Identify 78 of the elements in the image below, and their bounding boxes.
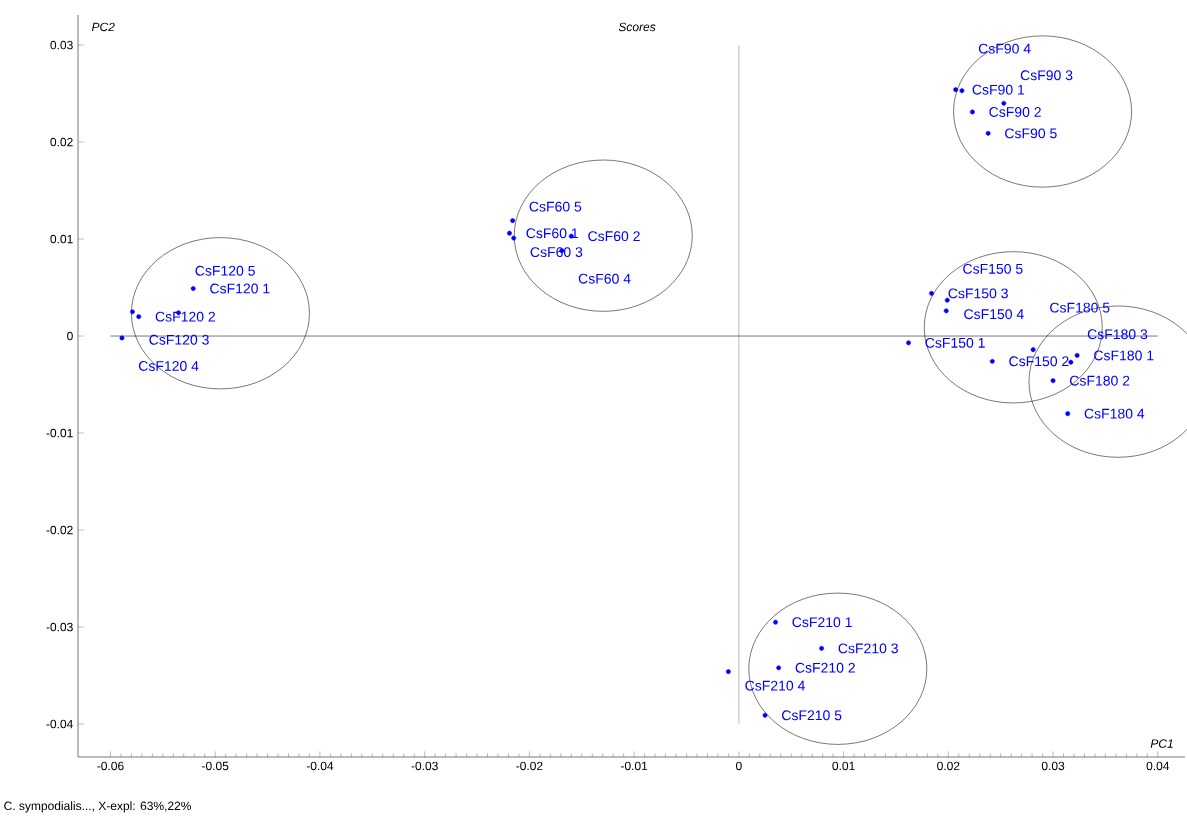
y-tick-label: 0.03 [50,40,73,50]
point [1050,378,1056,384]
annotation: CsF210 2 [795,662,855,673]
annotation: CsF210 5 [782,710,842,721]
x-tick-label: -0.04 [306,761,334,771]
point [776,665,782,671]
annotation: CsF60 4 [578,273,631,284]
point [906,340,911,346]
x-tick-label: 0.03 [1041,761,1065,771]
annotation: CsF210 4 [745,680,805,691]
point [970,109,975,115]
x-axis-title: PC1 [1150,739,1173,748]
x-tick-label: -0.05 [202,761,229,771]
point [819,645,824,651]
annotation: CsF120 4 [138,361,199,371]
x-tick-label: -0.01 [621,761,648,771]
point [773,619,778,625]
annotation: CsF120 1 [210,283,270,294]
annotation: CsF210 3 [838,643,898,654]
annotation: CsF120 5 [195,265,255,276]
point [136,314,142,320]
point [1030,347,1036,353]
annotation: CsF180 3 [1087,329,1148,340]
point [762,712,768,718]
point [959,88,965,94]
point [1065,411,1071,417]
annotation: CsF60 3 [530,247,583,258]
y-tick-label: -0.01 [46,428,73,438]
y-tick-label: -0.02 [46,525,73,535]
annotation: CsF120 2 [155,311,215,322]
point [985,130,991,136]
x-tick-label: -0.03 [411,761,438,771]
point [725,669,731,675]
y-tick-label: 0.02 [50,137,73,147]
point [953,87,959,93]
y-tick-label: 0.01 [50,234,73,244]
annotation: CsF90 3 [1020,70,1073,81]
annotation: CsF60 5 [529,201,582,212]
y-tick-label: 0 [67,331,73,341]
point [989,358,995,364]
x-tick-label: 0.02 [937,761,960,771]
annotation: CsF150 5 [963,263,1023,274]
annotation: CsF180 1 [1094,350,1154,361]
y-tick-label: -0.04 [46,719,73,729]
point [1074,353,1080,358]
x-tick-label: 0.04 [1146,761,1170,771]
point [190,286,196,291]
point [507,230,512,236]
annotation: CsF60 2 [588,231,640,242]
point [943,308,949,314]
x-tick-label: 0 [735,761,742,771]
y-axis-title: PC2 [91,22,115,32]
annotation: CsF90 1 [972,84,1025,95]
x-tick-label: -0.02 [516,761,543,771]
annotation: CsF180 5 [1050,302,1110,313]
point [511,235,517,241]
point [1001,100,1007,106]
chart-title: Scores [618,22,656,32]
point [510,218,516,224]
annotation: CsF150 2 [1009,356,1069,367]
annotation: CsF90 4 [978,43,1031,54]
annotation: CsF60 1 [526,228,578,239]
annotation: CsF90 5 [1005,128,1057,139]
y-tick-label: -0.03 [46,622,73,632]
annotation: CsF90 2 [989,107,1041,117]
point [130,309,135,315]
point [929,290,934,296]
annotation: CsF150 3 [948,288,1008,299]
annotation: CsF180 2 [1070,375,1130,386]
x-tick-label: -0.06 [97,761,124,771]
x-tick-label: 0.01 [832,761,855,771]
annotation: CsF210 1 [792,617,852,628]
text: C. sympodialis..., X-expl: 63%,22% [4,801,192,813]
annotation: CsF150 1 [925,337,985,348]
annotation: CsF150 4 [964,309,1024,320]
point [119,335,125,341]
annotation: CsF120 3 [149,334,209,345]
annotation: CsF180 4 [1084,408,1145,419]
